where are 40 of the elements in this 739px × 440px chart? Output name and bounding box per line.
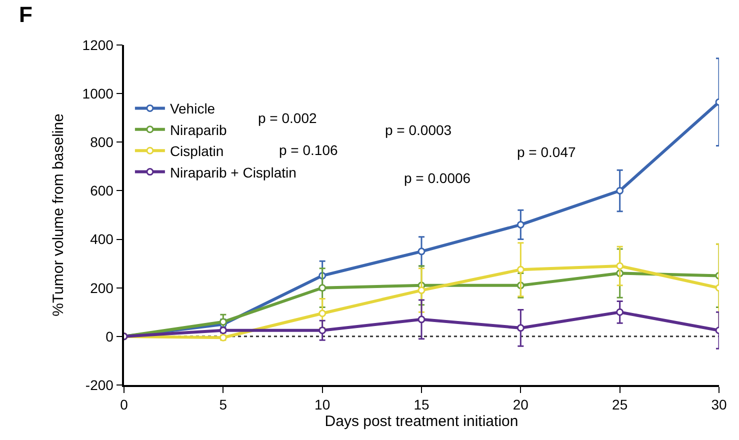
point [616,308,624,316]
y-tick-label: 800 [90,134,114,150]
annotation: p = 0.106 [279,142,338,158]
point [616,262,624,270]
point [418,316,426,324]
annotation: p = 0.0006 [404,170,471,186]
legend-label: Niraparib + Cisplatin [170,164,296,180]
x-tick-label: 15 [414,396,430,413]
legend-label: Niraparib [170,122,227,138]
y-axis-title: %Tumor volume from baseline [50,114,68,316]
annotation: p = 0.047 [517,144,576,160]
point [418,286,426,294]
y-tick-label: 0 [106,328,114,344]
annotation: p = 0.002 [258,110,317,126]
annotation: p = 0.0003 [385,122,452,138]
y-tick-label: 1000 [82,85,114,102]
y-tick-label: 600 [90,182,114,199]
x-tick-label: 0 [120,396,128,413]
text: F [19,2,32,27]
y-tick-label: 400 [90,231,114,248]
x-tick-label: 5 [219,396,228,413]
point [516,324,524,332]
point [516,220,524,228]
point [418,248,426,256]
x-tick-label: 10 [314,396,330,413]
point [219,318,227,326]
point [616,186,624,194]
legend-label: Vehicle [170,100,216,117]
y-tick-label: 200 [90,280,114,296]
y-tick-label: 1200 [82,36,114,53]
x-axis-title: Days post treatment initiation [324,413,518,430]
point [318,284,326,292]
legend-label: Cisplatin [170,143,224,160]
x-tick-label: 30 [711,396,727,413]
x-tick-label: 25 [612,396,628,413]
point [516,266,524,274]
x-tick-label: 20 [512,396,529,413]
point [318,326,326,334]
y-tick-label: -200 [85,376,114,393]
point [318,310,326,318]
